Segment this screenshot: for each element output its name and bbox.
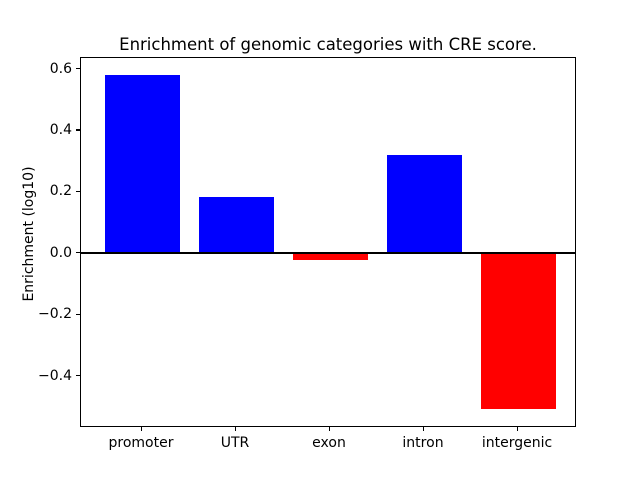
bar-promoter	[104, 74, 180, 253]
y-tick-mark-0.2	[76, 190, 80, 192]
x-tick-label-UTR: UTR	[220, 435, 250, 451]
y-tick-label-0.0: 0.0	[49, 244, 72, 261]
chart-title: Enrichment of genomic categories with CR…	[119, 35, 537, 54]
x-tick-label-promoter: promoter	[108, 435, 174, 451]
y-tick-label-−0.4: −0.4	[38, 367, 72, 384]
y-tick-mark-−0.2	[76, 313, 80, 315]
x-tick-mark-intron	[423, 427, 425, 431]
x-tick-mark-exon	[329, 427, 331, 431]
x-tick-label-intron: intron	[402, 435, 444, 451]
y-tick-mark-0.0	[76, 252, 80, 254]
y-tick-mark-0.6	[76, 67, 80, 70]
y-tick-mark-−0.4	[76, 374, 80, 377]
y-tick-label-0.2: 0.2	[49, 183, 72, 200]
x-tick-mark-UTR	[235, 427, 237, 431]
x-tick-label-intergenic: intergenic	[481, 435, 553, 451]
zero-line	[81, 251, 575, 254]
y-tick-mark-0.4	[76, 129, 80, 131]
bar-intergenic	[480, 252, 556, 410]
y-tick-label-0.6: 0.6	[49, 60, 72, 77]
plot-area	[80, 57, 576, 427]
bar-intron	[386, 154, 462, 253]
y-tick-label-−0.2: −0.2	[38, 306, 72, 323]
x-tick-mark-intergenic	[517, 427, 519, 431]
x-tick-mark-promoter	[141, 427, 143, 431]
bar-UTR	[198, 197, 274, 253]
bar-exon	[292, 252, 368, 261]
x-tick-label-exon: exon	[312, 435, 346, 451]
y-tick-label-0.4: 0.4	[49, 121, 72, 138]
